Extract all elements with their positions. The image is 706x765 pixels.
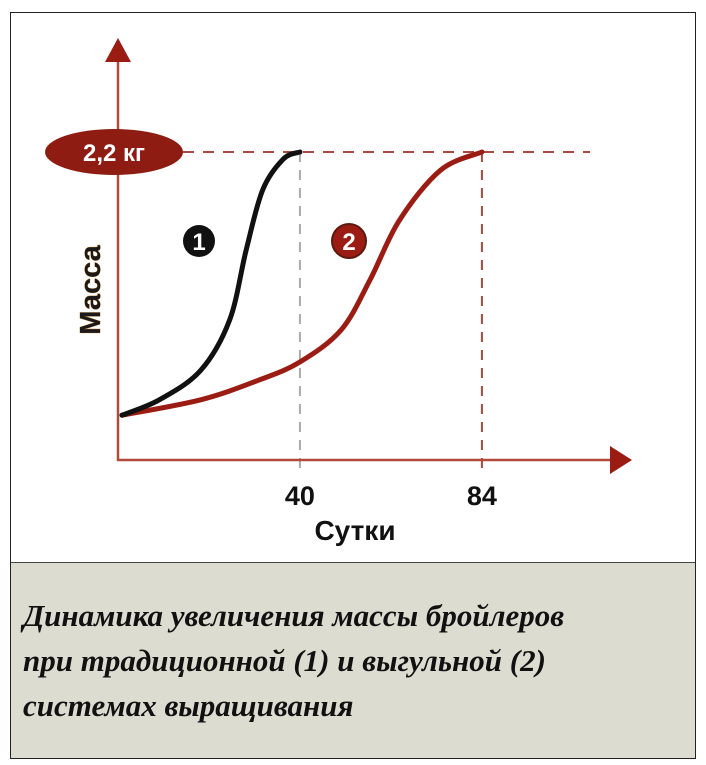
y-axis-arrow	[105, 38, 131, 62]
x-axis-label: Сутки	[314, 515, 395, 546]
series-2-line	[119, 149, 485, 418]
caption-line: при традиционной (1) и выгульной (2)	[23, 643, 546, 678]
x-axis-arrow	[610, 446, 632, 474]
reference-level-badge	[45, 129, 183, 175]
figure-caption: Динамика увеличения массы бройлеров при …	[11, 562, 695, 758]
x-tick-84: 84	[467, 481, 497, 511]
series-2-marker: 2	[331, 223, 367, 259]
caption-line: системах выращивания	[23, 688, 354, 723]
reference-level-label: 2,2 кг	[83, 140, 145, 167]
svg-text:2: 2	[342, 229, 355, 256]
series-1-marker: 1	[183, 225, 215, 257]
x-tick-40: 40	[285, 481, 315, 511]
caption-line: Динамика увеличения массы бройлеров	[23, 598, 565, 633]
y-axis-label: Масса	[75, 244, 107, 334]
svg-text:1: 1	[192, 229, 205, 256]
series-1-line	[119, 149, 303, 418]
chart: 2,2 кг Масса Сутки 40 84 1 2	[45, 38, 632, 546]
